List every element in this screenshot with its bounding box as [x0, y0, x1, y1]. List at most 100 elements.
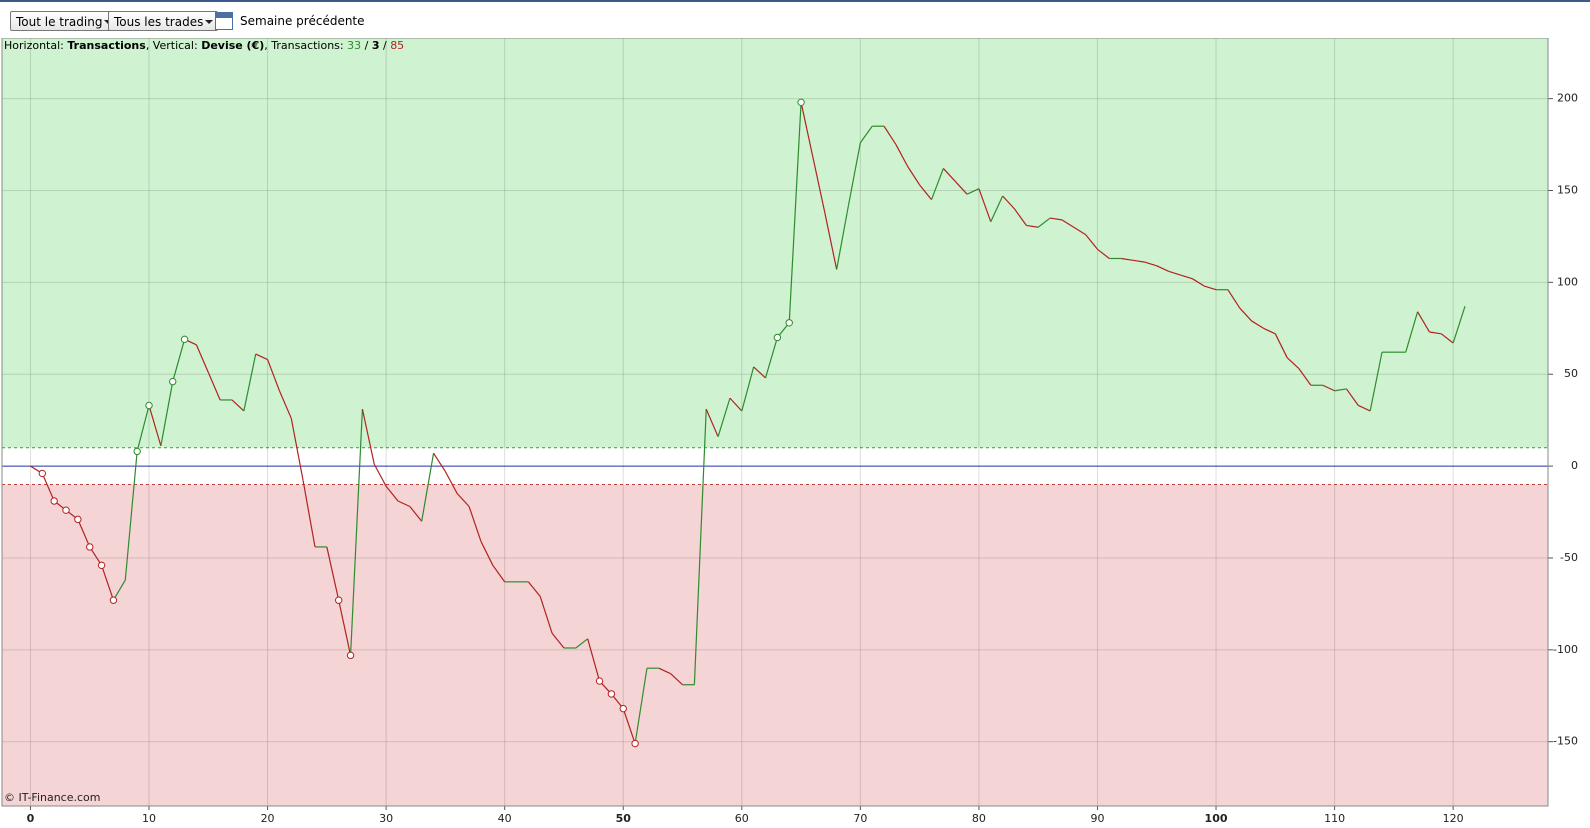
- equity-segment: [717, 397, 731, 437]
- trade-marker: [607, 690, 616, 698]
- equity-segment: [1227, 289, 1241, 309]
- equity-segment: [302, 480, 316, 548]
- x-tick-label: 10: [142, 812, 156, 825]
- x-tick-label: 60: [735, 812, 749, 825]
- info-part: , Vertical:: [146, 39, 201, 52]
- profit-zone: [2, 38, 1548, 448]
- trade-marker: [133, 447, 141, 456]
- trade-marker: [145, 401, 153, 410]
- period-button[interactable]: Semaine précédente: [240, 14, 365, 28]
- equity-segment: [1322, 384, 1335, 392]
- equity-segment: [693, 409, 707, 685]
- equity-segment: [195, 344, 209, 373]
- chart-info: Horizontal: Transactions, Vertical: Devi…: [4, 39, 404, 52]
- y-tick-label: -100: [1553, 643, 1578, 656]
- equity-segment: [800, 102, 814, 158]
- equity-segment: [326, 546, 340, 601]
- equity-segment: [907, 166, 921, 186]
- equity-segment: [160, 381, 174, 446]
- equity-segment: [812, 157, 826, 213]
- trade-marker: [86, 543, 94, 551]
- chart: -150 -100 -50 0 50 100 150 200 0 10 20 30 40 50 60 70 80…: [1, 38, 1578, 825]
- equity-segment: [1405, 311, 1419, 353]
- equity-segment: [1168, 270, 1181, 276]
- equity-segment: [1286, 357, 1300, 370]
- watermark: © IT-Finance.com: [4, 791, 101, 804]
- trade-marker: [74, 515, 82, 524]
- equity-segment: [729, 397, 743, 412]
- equity-segment: [255, 353, 268, 361]
- equity-segment: [930, 168, 944, 200]
- trade-marker: [180, 335, 189, 344]
- equity-segment: [243, 353, 257, 412]
- equity-segment: [895, 144, 909, 167]
- equity-segment: [1345, 388, 1359, 406]
- x-tick-label: 80: [972, 812, 986, 825]
- trade-marker: [62, 506, 70, 514]
- equity-segment: [1429, 331, 1442, 335]
- equity-segment: [1369, 352, 1383, 412]
- equity-segment: [433, 452, 446, 472]
- equity-segment: [741, 366, 755, 412]
- equity-segment: [267, 359, 280, 391]
- equity-segment: [1274, 333, 1288, 358]
- equity-segment: [634, 668, 648, 744]
- trade-marker: [773, 333, 782, 342]
- equity-segment: [397, 500, 411, 508]
- equity-segment: [1061, 219, 1075, 228]
- x-tick-label: 0: [27, 812, 35, 825]
- equity-segment: [847, 142, 861, 206]
- x-tick-label: 100: [1205, 812, 1228, 825]
- x-tick-label: 50: [616, 812, 632, 825]
- equity-segment: [954, 180, 968, 195]
- equity-segment: [1097, 248, 1110, 259]
- trade-marker: [50, 497, 58, 505]
- equity-segment: [705, 408, 719, 437]
- equity-segment: [942, 168, 956, 182]
- equity-segment: [361, 409, 375, 465]
- calendar-icon[interactable]: [215, 12, 233, 30]
- equity-segment: [990, 195, 1004, 222]
- equity-segment: [753, 366, 766, 379]
- info-part: /: [361, 39, 372, 52]
- equity-segment: [1144, 261, 1157, 267]
- x-tick-label: 120: [1443, 812, 1464, 825]
- equity-segment: [1192, 278, 1205, 287]
- equity-segment: [172, 339, 186, 382]
- equity-segment: [836, 205, 850, 270]
- trades-dropdown[interactable]: Tous les trades: [108, 11, 219, 31]
- equity-segment: [764, 337, 778, 379]
- equity-segment: [1334, 388, 1347, 392]
- info-part: 85: [390, 39, 404, 52]
- info-part: , Transactions:: [264, 39, 347, 52]
- trade-marker: [346, 651, 355, 660]
- scope-dropdown[interactable]: Tout le trading: [10, 11, 118, 31]
- x-tick-label: 20: [261, 812, 275, 825]
- info-part: Transactions: [67, 39, 146, 52]
- equity-segment: [622, 708, 636, 744]
- info-part: Horizontal:: [4, 39, 67, 52]
- x-tick-label: 30: [379, 812, 393, 825]
- trade-marker: [797, 98, 805, 107]
- equity-segment: [575, 638, 589, 649]
- equity-segment: [1073, 226, 1086, 236]
- toolbar: Tout le trading Tous les trades Semaine …: [0, 0, 1590, 38]
- equity-segment: [373, 463, 387, 487]
- equity-segment: [1132, 259, 1145, 263]
- x-tick-label: 40: [498, 812, 512, 825]
- equity-segment: [670, 673, 683, 686]
- equity-segment: [124, 451, 138, 581]
- equity-segment: [1085, 234, 1098, 250]
- trade-marker: [785, 319, 793, 327]
- equity-segment: [1263, 327, 1276, 335]
- y-tick-label: 100: [1557, 275, 1578, 288]
- equity-segment: [551, 632, 565, 649]
- equity-segment: [824, 212, 838, 270]
- equity-segment: [919, 184, 932, 201]
- info-part: 33: [347, 39, 361, 52]
- equity-segment: [1452, 306, 1466, 344]
- info-part: Devise (€): [201, 39, 264, 52]
- equity-segment: [1239, 307, 1253, 322]
